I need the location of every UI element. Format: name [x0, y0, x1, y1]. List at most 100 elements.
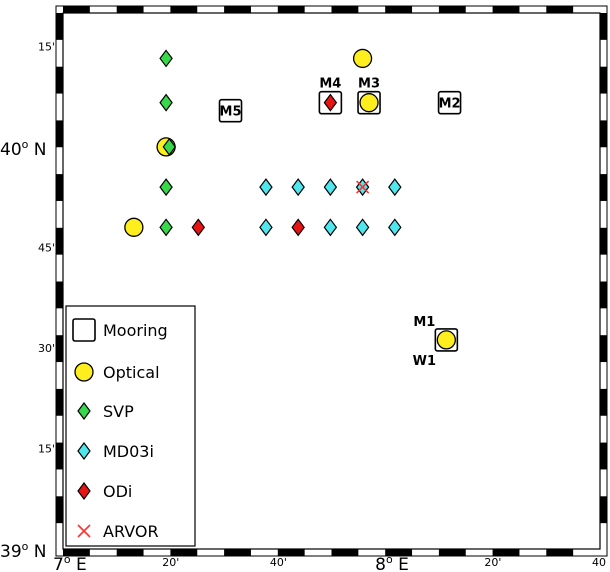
station-markers: M5 M4 M3 M2 M1 W1: [124, 48, 462, 369]
lat-label: 40o N: [0, 138, 47, 160]
frame-tick: [331, 6, 359, 13]
svp-marker: [159, 218, 173, 237]
md03i-marker: [291, 178, 305, 197]
frame-tick: [385, 549, 413, 556]
frame-tick: [600, 227, 607, 255]
lon-label: 7o E: [53, 553, 87, 572]
mooring-m5: [218, 98, 243, 123]
frame-tick: [600, 496, 607, 524]
legend-label-odi: ODi: [103, 482, 132, 501]
frame-tick: [385, 6, 413, 13]
frame-tick: [600, 281, 607, 309]
frame-tick: [63, 6, 90, 13]
legend-mooring-symbol: [72, 318, 96, 342]
frame-tick: [438, 549, 466, 556]
frame-tick: [56, 174, 63, 201]
lat-label: 45': [38, 241, 55, 254]
frame-tick: [600, 174, 607, 201]
optical-marker: [359, 93, 379, 113]
frame-tick: [56, 442, 63, 470]
md03i-marker: [323, 178, 338, 197]
lat-label: 39o N: [0, 540, 47, 562]
frame-tick: [600, 66, 607, 94]
argo-marker: [356, 180, 370, 194]
cross-stroke: [356, 180, 370, 194]
lon-label: 40: [592, 556, 606, 569]
svp-marker: [159, 178, 173, 197]
frame-tick: [56, 388, 63, 416]
legend-label-mooring: Mooring: [103, 321, 168, 340]
frame-tick: [116, 6, 144, 13]
legend-label-argo: ARVOR: [103, 522, 159, 541]
frame-tick: [331, 549, 359, 556]
frame-tick: [170, 549, 198, 556]
mooring-label: M4: [319, 77, 341, 92]
optical-marker: [124, 217, 144, 237]
frame-tick: [116, 549, 144, 556]
legend-optical-symbol: [74, 362, 94, 382]
mooring-label: M3: [358, 77, 380, 92]
optical-marker: [352, 48, 373, 69]
svp-marker: [159, 49, 173, 68]
frame-tick: [600, 335, 607, 363]
frame-tick: [170, 6, 198, 13]
frame-tick: [224, 6, 251, 13]
lon-label: 20': [484, 556, 501, 569]
cross-stroke: [77, 524, 91, 538]
md03i-marker: [388, 178, 402, 197]
frame-inner: [62, 12, 601, 550]
lon-label: 8o E: [375, 553, 409, 572]
frame-tick: [56, 227, 63, 255]
frame-tick: [56, 13, 63, 40]
md03i-marker: [323, 218, 338, 237]
legend-argo-symbol: [77, 524, 91, 538]
legend-odi-symbol: [77, 482, 91, 500]
frame-tick: [600, 120, 607, 148]
frame-tick: [56, 120, 63, 148]
frame-tick: [56, 281, 63, 309]
frame-tick: [277, 6, 305, 13]
frame-tick: [56, 335, 63, 363]
legend-label-svp: SVP: [103, 402, 134, 421]
optical-marker: [436, 330, 456, 350]
axis-labels: 15' 40o N 45' 30' 15' 39o N 7o E 20' 40' 8o E 20' 4…: [0, 40, 606, 572]
frame-tick: [277, 549, 305, 556]
mooring-label: M1: [413, 315, 435, 330]
frame-tick: [63, 549, 90, 556]
frame-tick: [600, 442, 607, 470]
md03i-marker: [259, 218, 273, 237]
svp-marker: [159, 93, 173, 112]
lon-label: 40': [270, 556, 287, 569]
frame-tick: [492, 6, 520, 13]
md03i-marker: [355, 218, 370, 237]
lat-label: 15': [38, 40, 55, 53]
mooring-label: W1: [413, 354, 436, 369]
frame-tick: [600, 13, 607, 40]
odi-marker: [323, 93, 338, 112]
legend-label-optical: Optical: [103, 363, 160, 382]
frame-tick: [56, 496, 63, 524]
lat-label: 30': [38, 342, 55, 355]
legend: Mooring Optical SVP MD03i ODi ARVOR: [65, 305, 196, 547]
mooring-label: M2: [439, 97, 461, 112]
frame-tick: [546, 6, 574, 13]
mooring-m2: [437, 90, 462, 115]
lon-label: 20': [162, 556, 179, 569]
mooring-label: M5: [220, 105, 242, 120]
frame-tick: [600, 388, 607, 416]
lat-label: 15': [38, 442, 55, 455]
md03i-marker: [259, 178, 273, 197]
legend-label-md03i: MD03i: [103, 442, 154, 461]
odi-marker: [191, 218, 206, 237]
odi-marker: [291, 218, 305, 237]
frame-tick: [224, 549, 251, 556]
frame-tick: [546, 549, 574, 556]
frame-tick: [438, 6, 466, 13]
md03i-marker: [388, 218, 402, 237]
legend-md03i-symbol: [77, 442, 91, 460]
frame-tick: [492, 549, 520, 556]
frame-tick: [56, 66, 63, 94]
legend-box: [65, 305, 196, 547]
legend-svp-symbol: [77, 402, 91, 420]
